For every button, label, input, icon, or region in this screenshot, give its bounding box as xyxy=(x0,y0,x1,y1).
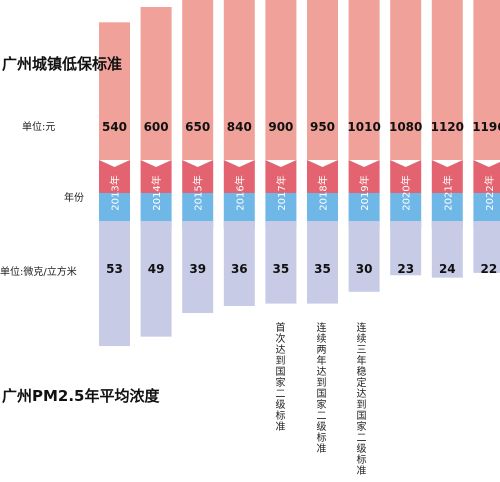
allowance-bar xyxy=(390,0,422,160)
pm25-value-label: 36 xyxy=(231,262,248,276)
allowance-unit-label: 单位:元 xyxy=(22,122,56,133)
allowance-value-label: 1196 xyxy=(472,120,500,134)
pm25-value-label: 39 xyxy=(189,262,206,276)
pm25-title: 广州PM2.5年平均浓度 xyxy=(2,387,160,405)
year-band-upper xyxy=(390,160,422,193)
year-band-lower xyxy=(223,193,255,228)
pm25-bar xyxy=(182,221,214,314)
allowance-title: 广州城镇低保标准 xyxy=(2,55,123,73)
pm25-value-label: 23 xyxy=(397,262,414,276)
year-label: 2021年 xyxy=(441,175,454,210)
year-label: 2013年 xyxy=(109,175,122,210)
year-band-upper xyxy=(348,160,380,193)
pm25-bar xyxy=(473,221,500,273)
year-band-upper xyxy=(182,160,214,193)
pm25-value-label: 35 xyxy=(273,262,290,276)
allowance-value-label: 600 xyxy=(144,120,169,134)
allowance-value-label: 1080 xyxy=(389,120,422,134)
year-band-lower xyxy=(431,193,463,228)
year-band-lower xyxy=(99,193,130,228)
allowance-bar xyxy=(99,22,130,160)
annotation-2018: 连续两年达到国家二级标准 xyxy=(314,322,325,454)
year-band-upper xyxy=(307,160,338,193)
allowance-bar xyxy=(348,0,380,160)
allowance-bar xyxy=(223,0,255,160)
allowance-bar xyxy=(431,0,463,161)
allowance-bar xyxy=(473,0,500,161)
year-row-label: 年份 xyxy=(64,193,84,204)
allowance-bar xyxy=(307,0,338,160)
pm25-value-label: 30 xyxy=(356,262,373,276)
pm25-bar xyxy=(348,221,380,292)
allowance-bar xyxy=(265,0,297,160)
year-label: 2022年 xyxy=(483,175,496,210)
year-band-lower xyxy=(348,193,380,228)
allowance-value-label: 540 xyxy=(102,120,127,134)
year-band-lower xyxy=(390,193,422,228)
year-band-lower xyxy=(140,193,172,228)
year-band-upper xyxy=(99,160,130,193)
year-band-lower xyxy=(473,193,500,228)
allowance-value-label: 1120 xyxy=(431,120,464,134)
year-band-upper xyxy=(473,160,500,193)
pm25-bar xyxy=(390,221,422,276)
year-band-lower xyxy=(265,193,297,228)
allowance-value-label: 1010 xyxy=(347,120,380,134)
year-label: 2018年 xyxy=(317,175,330,210)
annotation-2019: 连续三年稳定达到国家二级标准 xyxy=(354,322,365,476)
pm25-bar xyxy=(140,221,172,337)
pm25-bar xyxy=(223,221,255,306)
year-label: 2016年 xyxy=(233,175,246,210)
pm25-bar xyxy=(265,221,297,304)
year-label: 2017年 xyxy=(275,175,288,210)
pm25-bar xyxy=(307,221,338,304)
pm25-unit-label: 单位:微克/立方米 xyxy=(0,267,77,278)
year-band-upper xyxy=(140,160,172,193)
allowance-bar xyxy=(140,7,172,160)
allowance-value-label: 650 xyxy=(185,120,210,134)
year-label: 2015年 xyxy=(192,175,205,210)
pm25-value-label: 24 xyxy=(439,262,456,276)
year-band-lower xyxy=(307,193,338,228)
pm25-value-label: 49 xyxy=(148,262,165,276)
allowance-value-label: 900 xyxy=(268,120,293,134)
year-band-lower xyxy=(182,193,214,228)
allowance-bar xyxy=(182,0,214,160)
year-band-upper xyxy=(265,160,297,193)
pm25-bar xyxy=(99,221,130,347)
year-band-upper xyxy=(223,160,255,193)
pm25-value-label: 22 xyxy=(481,262,498,276)
pm25-bar xyxy=(431,221,463,278)
year-label: 2019年 xyxy=(358,175,371,210)
year-label: 2014年 xyxy=(150,175,163,210)
allowance-value-label: 840 xyxy=(227,120,252,134)
pm25-value-label: 35 xyxy=(314,262,331,276)
pm25-value-label: 53 xyxy=(106,262,123,276)
annotation-2017: 首次达到国家二级标准 xyxy=(273,322,284,432)
year-band-upper xyxy=(431,160,463,193)
allowance-value-label: 950 xyxy=(310,120,335,134)
year-label: 2020年 xyxy=(400,175,413,210)
